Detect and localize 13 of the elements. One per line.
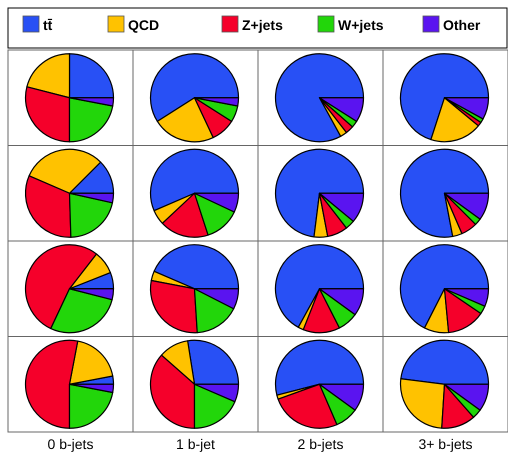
text: 0 b-jets: [48, 436, 94, 452]
pie-slice: [400, 148, 490, 238]
text: 2 b-jets: [298, 436, 344, 452]
legend-label: QCD: [128, 17, 160, 33]
text: 3+ b-jets: [418, 436, 473, 452]
legend-label: W+jets: [338, 17, 384, 33]
legend-label: Other: [443, 17, 481, 33]
pie-slice: [400, 53, 490, 140]
pie-slice: [274, 53, 364, 142]
text: 1 b-jet: [176, 436, 216, 452]
legend-label: Z+jets: [242, 17, 284, 33]
legend-label: tt̄: [43, 17, 53, 33]
pie-slice: [274, 148, 364, 238]
